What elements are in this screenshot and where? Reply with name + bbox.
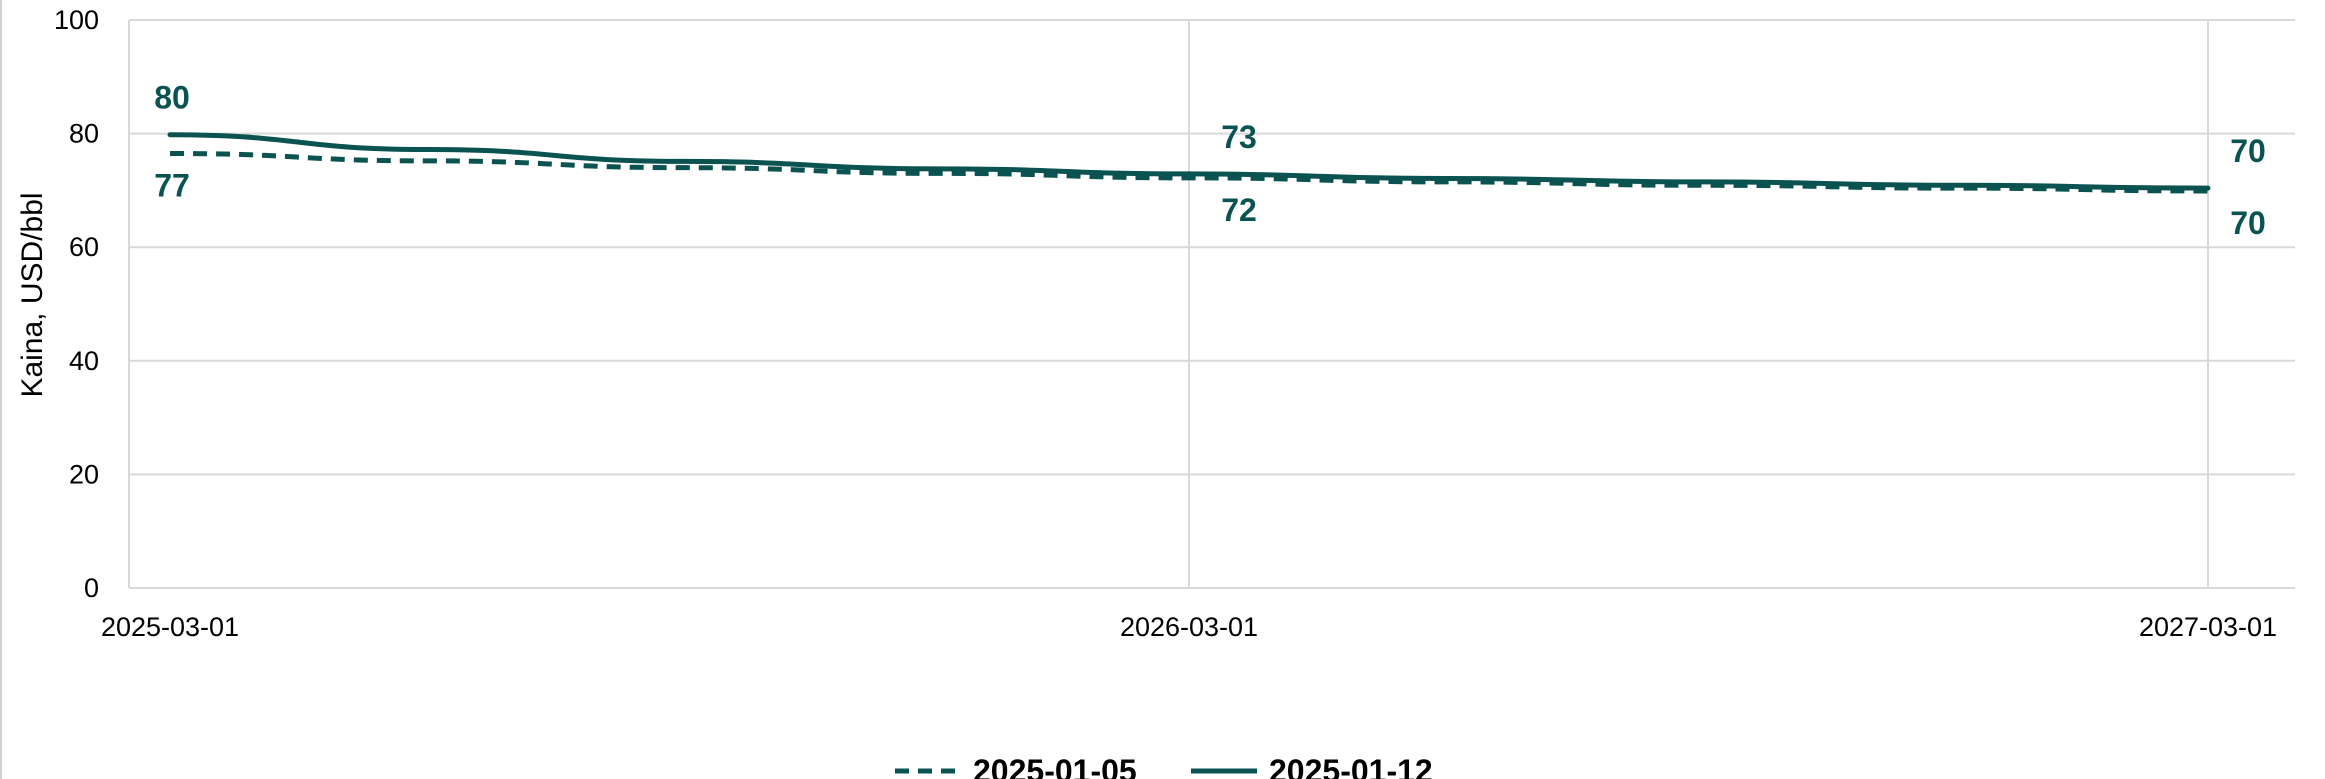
series-lines bbox=[167, 132, 2211, 194]
y-tick-label: 60 bbox=[69, 232, 99, 262]
axes: 0 20 40 60 80 100 2025-03-01 2026-03-01 2027-03-… bbox=[54, 5, 2295, 642]
grid bbox=[129, 19, 2295, 589]
data-label: 70 bbox=[2230, 133, 2266, 169]
data-label: 73 bbox=[1221, 119, 1257, 155]
y-tick-label: 20 bbox=[69, 459, 99, 489]
legend-label: 2025-01-12 bbox=[1269, 753, 1433, 779]
y-tick-label: 100 bbox=[54, 5, 99, 35]
legend-label: 2025-01-05 bbox=[973, 753, 1137, 779]
x-tick-label: 2027-03-01 bbox=[2139, 612, 2277, 642]
legend: 2025-01-05 2025-01-12 bbox=[895, 753, 1433, 779]
x-tick-label: 2025-03-01 bbox=[101, 612, 239, 642]
series-line-2025-01-12 bbox=[167, 132, 2211, 191]
data-label: 77 bbox=[154, 167, 190, 203]
y-axis-title: Kaina, USD/bbl bbox=[16, 192, 49, 397]
data-label: 80 bbox=[154, 80, 190, 116]
data-label: 72 bbox=[1221, 192, 1257, 228]
data-labels: 77 72 70 80 73 70 bbox=[154, 80, 2266, 241]
series-line-2025-01-05 bbox=[169, 150, 2209, 194]
data-label: 70 bbox=[2230, 205, 2266, 241]
y-tick-label: 0 bbox=[84, 573, 99, 603]
x-tick-label: 2026-03-01 bbox=[1120, 612, 1258, 642]
y-tick-label: 80 bbox=[69, 119, 99, 149]
y-tick-label: 40 bbox=[69, 346, 99, 376]
